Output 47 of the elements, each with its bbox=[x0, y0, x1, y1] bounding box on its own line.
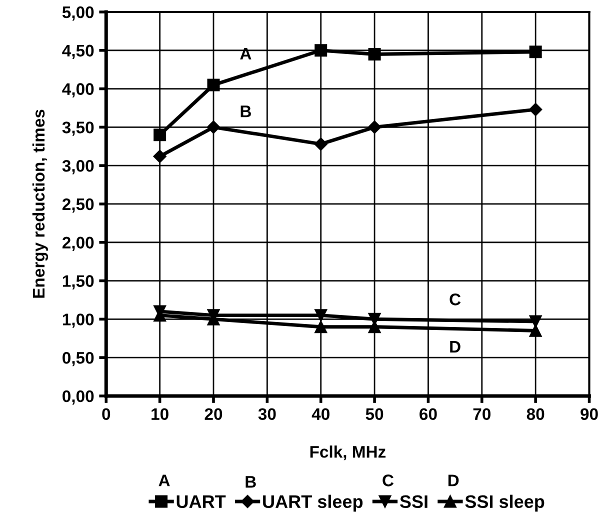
point bbox=[206, 120, 220, 134]
point bbox=[314, 44, 328, 57]
y-tick-label: 0,00 bbox=[62, 390, 94, 405]
x-tick-label: 60 bbox=[420, 408, 437, 420]
point bbox=[368, 120, 382, 134]
legend-label: UART bbox=[176, 495, 226, 508]
legend-label: SSI bbox=[400, 495, 428, 508]
y-tick-label: 0,50 bbox=[62, 352, 94, 366]
legend-label: SSI sleep bbox=[465, 494, 544, 512]
x-tick-label: 10 bbox=[152, 408, 168, 420]
y-tick-label: 2,00 bbox=[62, 236, 94, 251]
y-tick-label: 5,00 bbox=[62, 6, 94, 21]
point bbox=[154, 128, 166, 142]
x-tick-label: 20 bbox=[204, 408, 222, 420]
x-tick-label: 30 bbox=[258, 408, 276, 420]
x-tick-label: 70 bbox=[473, 408, 490, 420]
x-tick-label: 50 bbox=[366, 408, 384, 420]
point bbox=[153, 150, 166, 163]
y-tick-label: 4,50 bbox=[62, 44, 94, 59]
annotation: B bbox=[240, 106, 251, 118]
legend-label: UART sleep bbox=[263, 494, 363, 512]
y-tick-label: 1,50 bbox=[62, 275, 94, 290]
x-tick-label: 0 bbox=[102, 408, 110, 420]
point bbox=[314, 309, 328, 322]
y-tick-label: 1,00 bbox=[62, 314, 94, 328]
point bbox=[529, 46, 542, 58]
annotation: D bbox=[450, 341, 460, 353]
x-tick-label: 90 bbox=[580, 408, 598, 420]
text: C bbox=[382, 474, 394, 486]
y-tick-label: 4,00 bbox=[62, 83, 94, 98]
y-tick-label: 3,50 bbox=[62, 122, 94, 136]
point bbox=[528, 102, 542, 116]
y-tick-label: 3,00 bbox=[62, 160, 94, 174]
x-tick-label: 40 bbox=[312, 408, 330, 420]
point bbox=[314, 137, 328, 151]
text: B bbox=[246, 476, 256, 488]
point bbox=[314, 320, 328, 334]
y-tick-label: 2,50 bbox=[62, 198, 94, 213]
point bbox=[529, 315, 542, 328]
text: A bbox=[158, 474, 170, 486]
x-tick-label: 80 bbox=[526, 408, 544, 420]
point bbox=[207, 78, 220, 92]
x-axis-title: Fclk, MHz bbox=[310, 446, 386, 460]
y-axis-title: Energy reduction, times bbox=[32, 110, 48, 298]
annotation: C bbox=[450, 294, 461, 306]
point bbox=[368, 48, 381, 60]
text: D bbox=[448, 474, 459, 486]
